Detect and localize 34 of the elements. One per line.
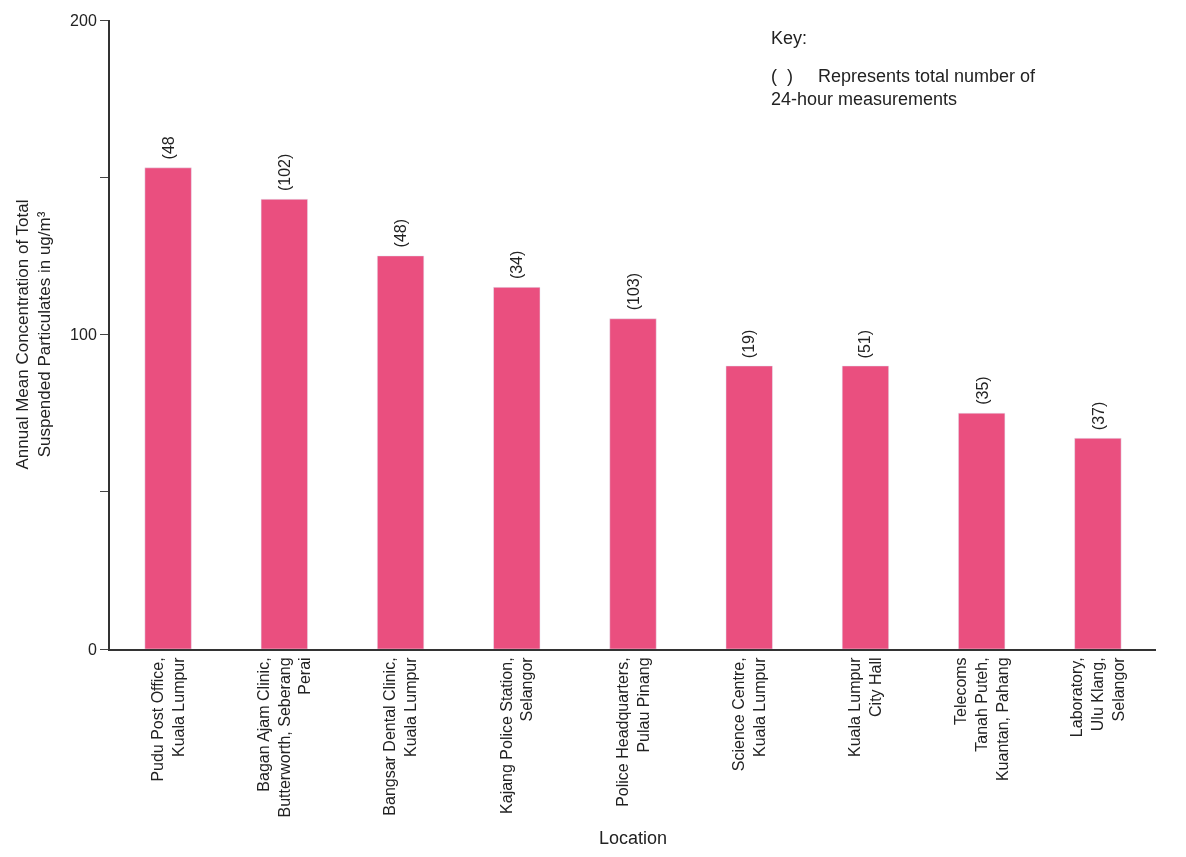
y-tick-label: 200 xyxy=(70,11,97,29)
bar xyxy=(841,365,889,649)
annotation: (48) xyxy=(391,218,409,248)
annotation: (51) xyxy=(856,329,874,359)
x-axis-title: Location xyxy=(598,828,668,849)
x-tick-label: Bangsar Dental Clinic, Kuala Lumpur xyxy=(381,656,420,816)
annotation: ( ) Represents total number of 24-hour measurements xyxy=(771,66,1037,110)
bar xyxy=(260,199,308,649)
y-tick-label: 100 xyxy=(70,326,97,344)
annotation: (102) xyxy=(275,153,293,192)
x-tick-label: Kuala Lumpur City Hall xyxy=(846,656,885,758)
bar xyxy=(1074,438,1122,649)
bar xyxy=(609,318,657,649)
x-tick-label: Police Headquarters, Pulau Pinang xyxy=(613,657,652,807)
bar xyxy=(377,255,425,649)
x-tick-label: Bagan Ajam Clinic, Butterworth, Seberang Perai xyxy=(254,657,314,818)
annotation: Key: xyxy=(771,28,808,48)
bar xyxy=(958,412,1006,649)
annotation: (37) xyxy=(1089,401,1107,431)
bar xyxy=(493,287,541,649)
x-tick-label: Science Centre, Kuala Lumpur xyxy=(730,656,768,772)
bar xyxy=(144,167,192,649)
annotation: (48 xyxy=(159,136,177,160)
x-tick-label: Pudu Post Office, Kuala Lumpur xyxy=(148,656,187,782)
annotation: (19) xyxy=(740,329,758,359)
annotation: (35) xyxy=(973,376,991,405)
annotation: (103) xyxy=(624,272,642,311)
y-axis-title: Annual Mean Concentration of Total Suspended Particulates in ug/m³ xyxy=(13,199,55,470)
annotation: (34) xyxy=(508,250,526,280)
y-tick-label: 0 xyxy=(87,640,97,658)
bar xyxy=(725,365,773,649)
x-tick-label: Kajang Police Station, Selangor xyxy=(497,656,536,814)
x-tick-label: Laboratory, Ulu Klang, Selangor xyxy=(1068,656,1127,738)
x-tick-label: Telecoms Tanah Puteh, Kuantan, Pahang xyxy=(952,657,1011,782)
